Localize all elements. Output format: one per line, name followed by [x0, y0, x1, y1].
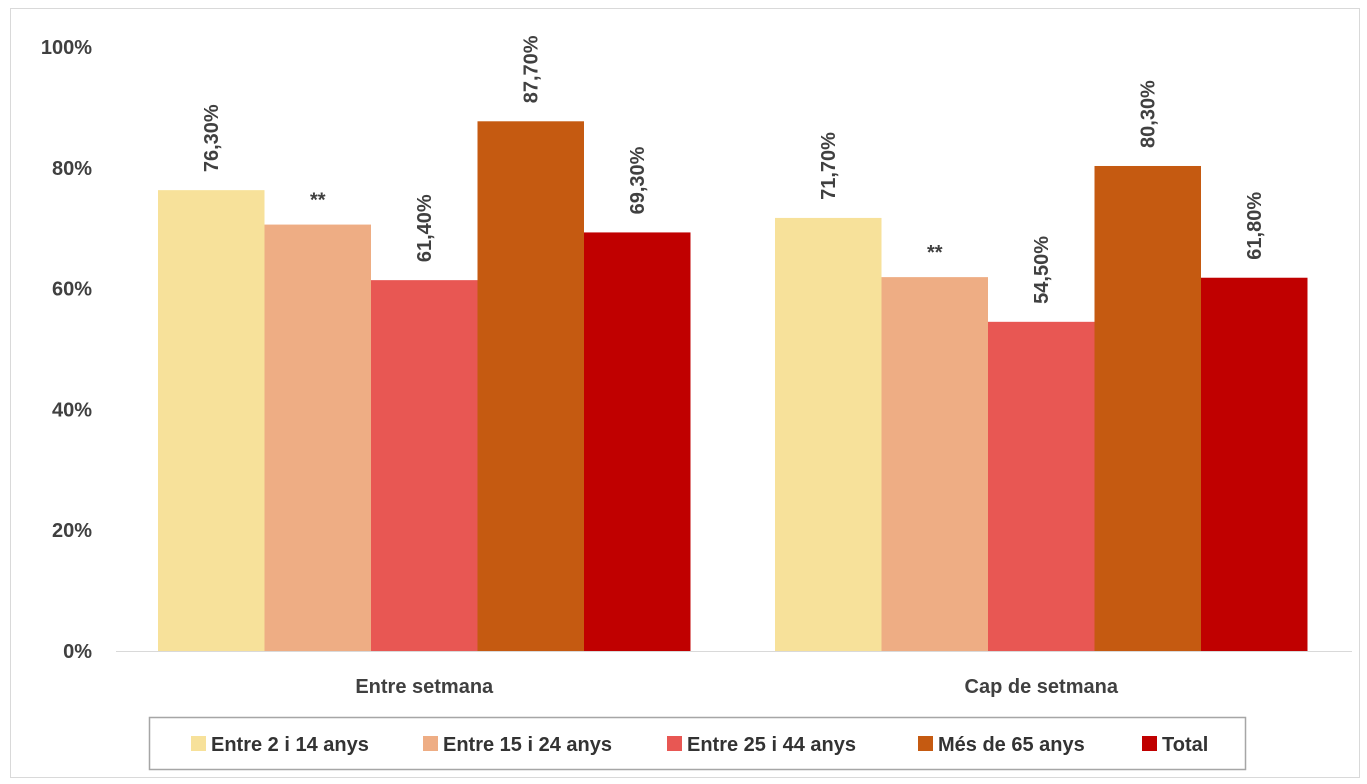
data-label: 61,80% — [1244, 192, 1266, 260]
bar — [584, 232, 691, 652]
data-label: 80,30% — [1138, 80, 1160, 148]
legend-swatch — [918, 736, 933, 751]
y-tick-label: 0% — [63, 641, 92, 663]
y-tick-label: 20% — [52, 520, 92, 542]
data-label: 71,70% — [818, 132, 840, 200]
legend-swatch — [1142, 736, 1157, 751]
data-label: 54,50% — [1031, 236, 1053, 304]
y-tick-label: 100% — [41, 37, 92, 59]
data-label: 87,70% — [521, 35, 543, 103]
data-label: 69,30% — [627, 146, 649, 214]
legend-swatch — [191, 736, 206, 751]
category-labels: Entre setmana Cap de setmana — [355, 676, 1118, 698]
bars — [158, 121, 1308, 652]
data-label: ** — [927, 242, 943, 264]
bar — [371, 280, 478, 651]
bar — [988, 321, 1095, 651]
legend-label: Entre 15 i 24 anys — [443, 734, 612, 756]
data-label: 61,40% — [414, 194, 436, 262]
bar — [1094, 165, 1201, 651]
bar — [158, 190, 265, 651]
legend-box — [148, 716, 1247, 771]
category-label: Entre setmana — [355, 676, 494, 698]
data-labels: 76,30% ** 61,40% 87,70% 69,30% 71,70% ** 54,50%… — [201, 35, 1266, 304]
legend-swatch — [667, 736, 682, 751]
y-tick-label: 40% — [52, 399, 92, 421]
y-tick-label: 80% — [52, 158, 92, 180]
y-axis-ticks: 0% 20% 40% 60% 80% 100% — [41, 37, 92, 663]
data-label: 76,30% — [201, 104, 223, 172]
legend: Entre 2 i 14 anys Entre 15 i 24 anys Entre… — [148, 716, 1247, 771]
data-label: ** — [310, 190, 326, 212]
legend-swatch — [423, 736, 438, 751]
legend-label: Entre 2 i 14 anys — [211, 734, 369, 756]
legend-label: Total — [1162, 734, 1208, 756]
bar — [477, 121, 584, 652]
category-label: Cap de setmana — [965, 676, 1119, 698]
bar — [264, 224, 371, 652]
bar — [775, 217, 882, 651]
y-tick-label: 60% — [52, 279, 92, 301]
bar — [881, 277, 988, 651]
legend-label: Entre 25 i 44 anys — [687, 734, 856, 756]
bar — [1201, 277, 1308, 651]
legend-label: Més de 65 anys — [938, 734, 1085, 756]
